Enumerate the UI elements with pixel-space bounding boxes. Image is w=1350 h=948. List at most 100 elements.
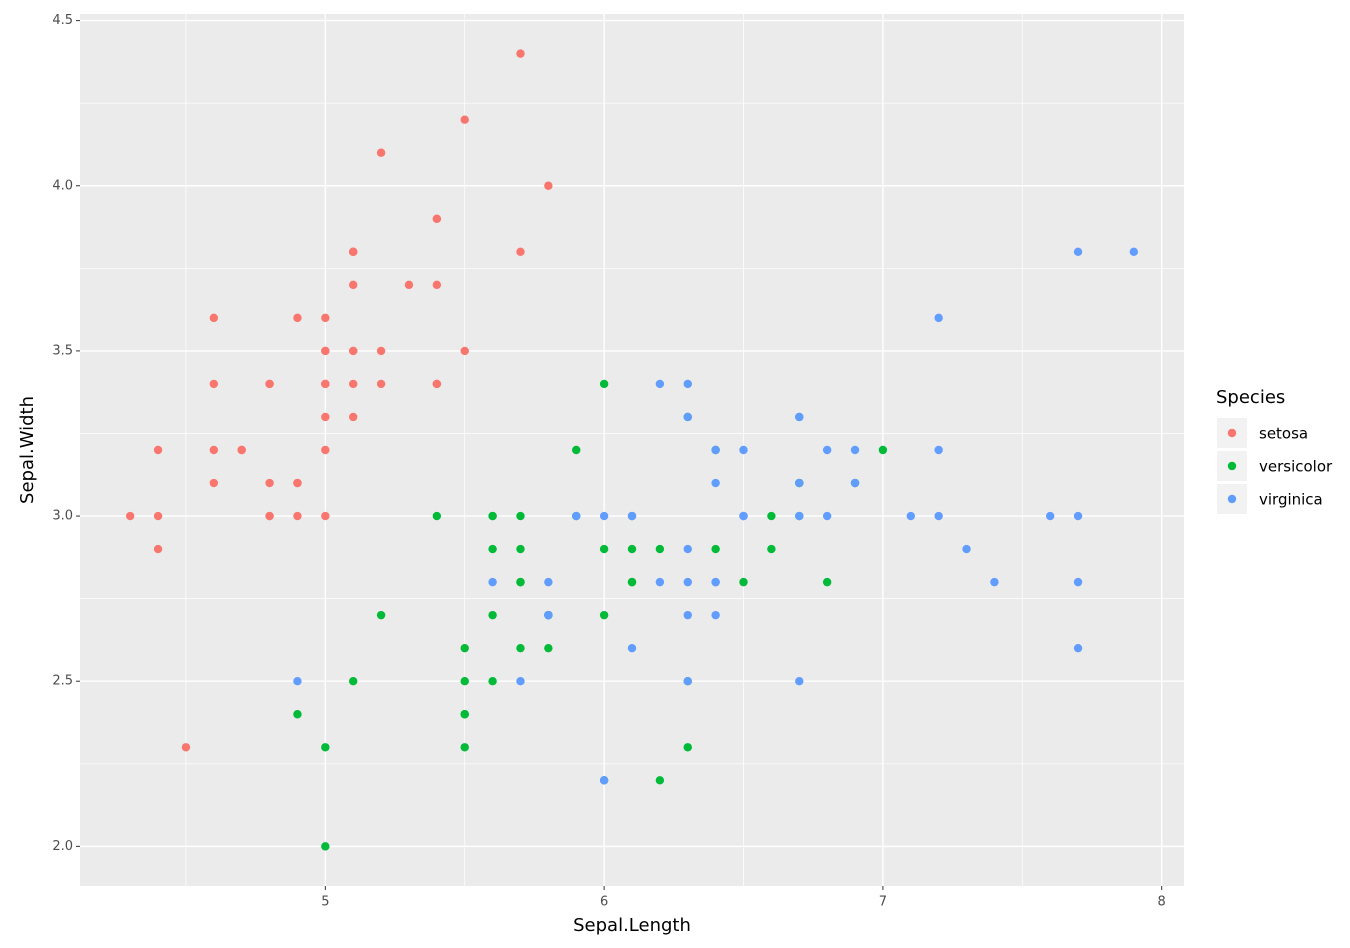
point [711, 478, 720, 488]
point [293, 511, 302, 521]
point [349, 247, 358, 257]
y-tick-label: 2.0 [52, 839, 73, 854]
point [460, 115, 469, 124]
point [822, 577, 832, 587]
point [544, 577, 553, 587]
point [209, 478, 219, 488]
point [488, 511, 497, 521]
point [349, 412, 358, 422]
point [460, 743, 469, 752]
point [321, 379, 330, 389]
point [795, 478, 804, 488]
point [265, 511, 274, 521]
point [349, 677, 358, 686]
point [627, 544, 637, 554]
point [321, 743, 330, 752]
point [850, 478, 860, 488]
point [711, 577, 720, 587]
point [739, 511, 748, 521]
point [488, 677, 497, 686]
y-axis-title: Sepal.Width [17, 396, 38, 504]
legend-marker [1227, 494, 1237, 504]
point [711, 445, 720, 455]
point [516, 677, 525, 686]
point [516, 544, 525, 554]
point [293, 478, 302, 488]
point [404, 280, 414, 290]
point [209, 313, 219, 323]
point [627, 511, 637, 521]
legend-label: versicolor [1259, 458, 1333, 476]
point [572, 445, 581, 455]
point [683, 544, 692, 554]
point [934, 445, 943, 455]
point [683, 577, 692, 587]
point [460, 677, 469, 686]
point [1129, 247, 1139, 257]
panel-background [80, 14, 1184, 886]
point [599, 544, 609, 554]
point [711, 544, 720, 554]
x-axis-title: Sepal.Length [573, 915, 691, 936]
y-tick-label: 2.5 [52, 674, 73, 689]
point [1045, 511, 1055, 521]
y-tick-label: 4.5 [52, 13, 73, 28]
x-tick-label: 7 [879, 895, 887, 910]
point [683, 743, 692, 752]
point [795, 412, 804, 422]
point [850, 445, 860, 455]
point [516, 49, 525, 58]
point [321, 346, 330, 356]
point [767, 544, 776, 554]
point [376, 610, 386, 620]
point [321, 842, 330, 851]
point [516, 577, 525, 587]
point [1073, 247, 1083, 257]
point [627, 577, 637, 587]
point [293, 677, 302, 686]
point [376, 346, 386, 356]
point [655, 577, 665, 587]
point [655, 776, 665, 785]
point [209, 379, 219, 389]
plot-panel [80, 14, 1184, 886]
point [153, 445, 163, 455]
point [432, 511, 442, 521]
point [349, 346, 358, 356]
point [822, 511, 832, 521]
x-tick-label: 6 [600, 895, 608, 910]
y-tick-label: 4.0 [52, 178, 73, 193]
point [460, 643, 469, 653]
point [599, 776, 609, 785]
point [488, 544, 497, 554]
legend-title: Species [1216, 387, 1285, 408]
point [460, 710, 469, 719]
point [516, 511, 525, 521]
point [321, 445, 330, 455]
point [962, 544, 971, 554]
legend-label: virginica [1259, 491, 1323, 509]
point [432, 379, 442, 389]
point [181, 743, 191, 752]
point [153, 544, 163, 554]
point [293, 710, 302, 719]
point [153, 511, 163, 521]
point [599, 511, 609, 521]
point [795, 511, 804, 521]
point [1073, 511, 1083, 521]
point [265, 379, 274, 389]
point [349, 280, 358, 290]
y-tick-label: 3.0 [52, 509, 73, 524]
point [432, 214, 442, 223]
point [544, 643, 553, 653]
y-tick-label: 3.5 [52, 343, 73, 358]
point [265, 478, 274, 488]
point [599, 610, 609, 620]
point [321, 511, 330, 521]
x-tick-label: 8 [1158, 895, 1166, 910]
point [627, 643, 637, 653]
point [1073, 577, 1083, 587]
point [906, 511, 915, 521]
point [934, 511, 943, 521]
